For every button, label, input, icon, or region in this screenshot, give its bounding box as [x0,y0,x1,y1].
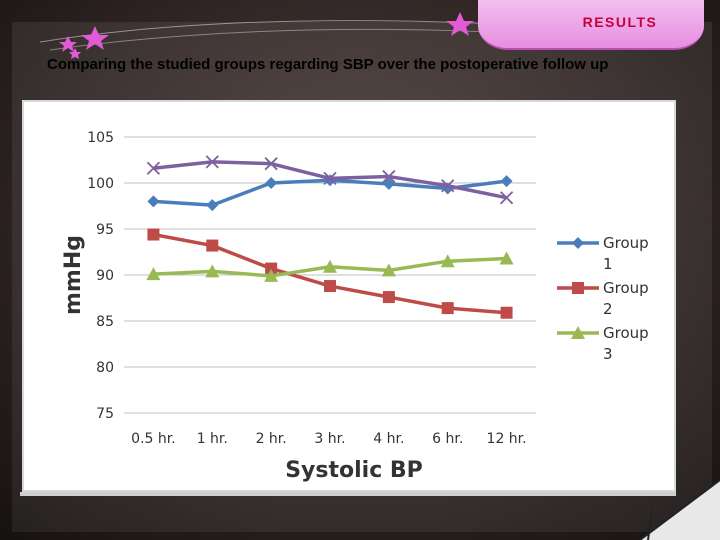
results-banner [478,0,704,50]
data-point-series-1 [500,175,513,188]
data-point-series-1 [324,174,336,187]
x-axis-title: Systolic BP [285,458,423,483]
data-point-series-3 [205,264,220,278]
x-tick-label: 0.5 hr. [131,431,176,447]
data-point-series-1 [206,199,219,212]
data-point-series-3 [264,268,279,282]
sbp-line-chart: 75 80 85 90 95 100 105 0.5 hr. 1 hr. 2 hr. 3 hr. 4 … [61,130,649,483]
y-tick-label: 80 [96,360,114,376]
data-point-series-3 [381,263,396,277]
data-point-series-3 [440,254,455,268]
data-point-series-4 [146,161,161,175]
legend-label: Group [603,234,649,252]
y-tick-label: 90 [96,268,114,284]
data-point-series-4 [499,191,514,205]
x-tick-label: 3 hr. [314,431,345,447]
legend-marker [572,282,584,294]
data-point-series-3 [146,267,161,281]
data-point-series-1 [147,195,160,208]
data-point-series-1 [382,177,395,190]
data-point-series-4 [205,155,219,169]
data-point-series-3 [499,251,514,265]
banner-label: RESULTS [582,14,658,30]
y-tick-label: 75 [96,406,114,422]
legend-label-number: 1 [603,255,613,273]
x-tick-label: 1 hr. [197,431,228,447]
data-point-series-2 [382,291,395,304]
y-tick-label: 95 [96,222,114,238]
legend-marker [571,326,585,339]
x-tick-label: 6 hr. [432,431,463,447]
slide-heading: Comparing the studied groups regarding S… [47,56,609,73]
star-icon [446,12,474,36]
legend-marker [572,237,584,249]
y-tick-label: 85 [96,314,114,330]
decorative-stars [39,12,501,59]
data-point-series-4 [382,169,396,184]
data-point-series-4 [441,179,455,193]
star-icon [81,26,109,50]
data-point-series-4 [323,171,337,186]
chart-frame: 75 80 85 90 95 100 105 0.5 hr. 1 hr. 2 hr. 3 hr. 4 … [22,100,676,492]
data-point-series-2 [147,228,160,241]
data-point-series-2 [324,280,336,293]
y-tick-label: 100 [87,176,114,192]
data-point-series-4 [264,157,278,171]
data-point-series-2 [441,302,454,315]
data-point-series-1 [265,177,278,189]
data-point-series-2 [500,306,513,319]
star-icon [69,48,81,59]
data-point-series-2 [206,239,219,252]
legend-label: Group [603,324,649,342]
page-curl [640,480,720,540]
data-point-series-1 [441,182,454,195]
data-point-series-2 [265,262,278,275]
chart-shadow [20,492,676,496]
legend-label-number: 2 [603,300,613,318]
x-tick-label: 2 hr. [256,431,287,447]
data-point-series-3 [323,259,337,273]
star-icon [59,36,77,52]
x-tick-label: 4 hr. [373,431,404,447]
x-tick-label: 12 hr. [487,431,527,447]
y-tick-label: 105 [87,130,114,146]
legend-label-number: 3 [603,345,613,363]
y-axis-title: mmHg [61,235,86,315]
legend-label: Group [603,279,649,297]
